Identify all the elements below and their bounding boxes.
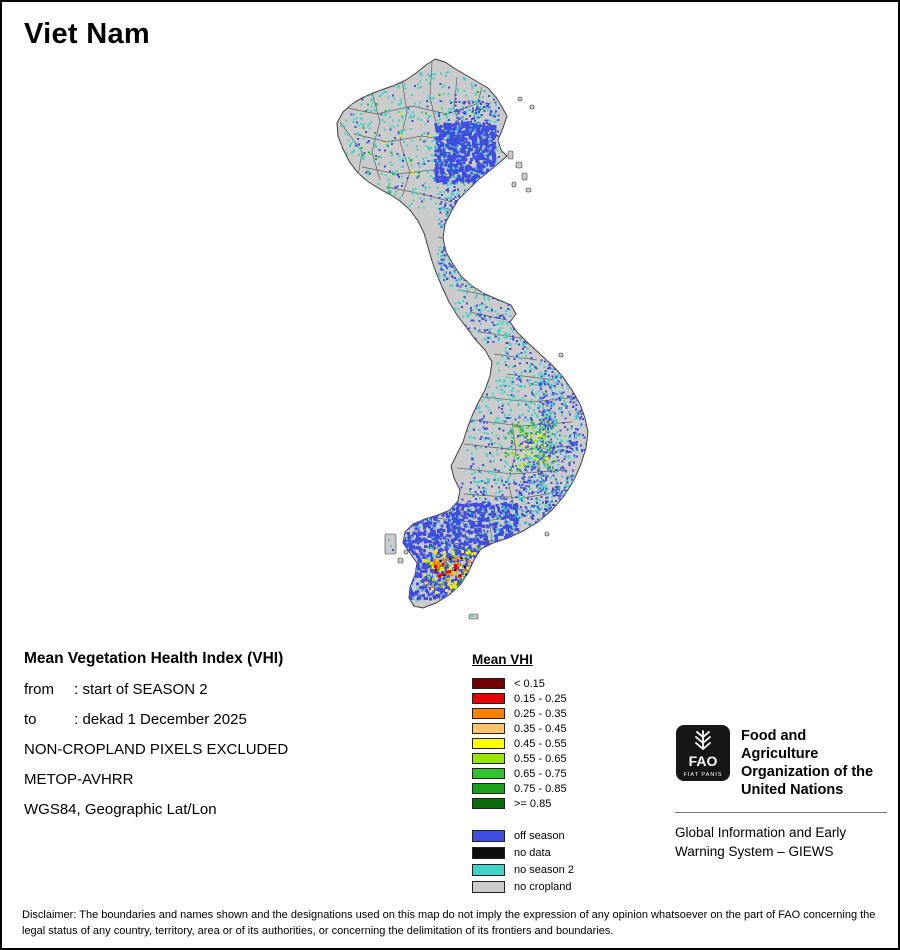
legend-label: no data <box>514 846 551 859</box>
legend-label: no season 2 <box>514 863 574 876</box>
legend-swatch <box>472 723 505 734</box>
legend-swatch <box>472 863 505 876</box>
legend-classes: < 0.15 0.15 - 0.25 0.25 - 0.35 0.35 - 0.45 0… <box>472 676 574 811</box>
fao-logo-motto: FIAT PANIS <box>683 772 722 778</box>
fao-org-line: United Nations <box>741 782 844 798</box>
map-info-heading: Mean Vegetation Health Index (VHI) <box>24 650 284 667</box>
legend-row-class-8: >= 0.85 <box>472 796 574 811</box>
fao-org-name: Food and Agriculture Organization of the U… <box>741 724 887 799</box>
legend-label: 0.65 - 0.75 <box>514 767 567 780</box>
info-from-label: from <box>24 681 54 698</box>
legend-label: < 0.15 <box>514 677 545 690</box>
legend-row-category-3: no cropland <box>472 878 574 895</box>
fao-org-line: Food and Agriculture <box>741 728 819 762</box>
legend-label: off season <box>514 829 565 842</box>
legend-row-class-5: 0.55 - 0.65 <box>472 751 574 766</box>
legend-label: 0.15 - 0.25 <box>514 692 567 705</box>
legend-label: 0.35 - 0.45 <box>514 722 567 735</box>
fao-org-line: Organization of the <box>741 764 874 780</box>
fao-block: FAO FIAT PANIS Food and Agriculture Organ… <box>675 724 887 861</box>
legend-row-category-0: off season <box>472 827 574 844</box>
giews-name: Global Information and Early Warning Syst… <box>675 823 887 861</box>
page-title: Viet Nam <box>24 18 150 50</box>
legend-row-class-6: 0.65 - 0.75 <box>472 766 574 781</box>
fao-divider <box>675 812 887 813</box>
legend-row-class-2: 0.25 - 0.35 <box>472 706 574 721</box>
legend-label: 0.45 - 0.55 <box>514 737 567 750</box>
disclaimer: Disclaimer: The boundaries and names sho… <box>22 909 876 937</box>
legend-swatch <box>472 753 505 764</box>
legend-row-class-1: 0.15 - 0.25 <box>472 691 574 706</box>
legend-label: >= 0.85 <box>514 797 552 810</box>
giews-line: Global Information and Early <box>675 825 847 840</box>
info-row-from: from : start of SEASON 2 <box>24 681 288 699</box>
legend-row-category-2: no season 2 <box>472 861 574 878</box>
legend-label: 0.25 - 0.35 <box>514 707 567 720</box>
legend-row-category-1: no data <box>472 844 574 861</box>
legend-row-class-7: 0.75 - 0.85 <box>472 781 574 796</box>
giews-line: Warning System – GIEWS <box>675 844 834 859</box>
legend-swatch <box>472 880 505 893</box>
legend-label: 0.55 - 0.65 <box>514 752 567 765</box>
legend-swatch <box>472 829 505 842</box>
info-to-value: : dekad 1 December 2025 <box>74 711 247 728</box>
fao-logo-icon: FAO FIAT PANIS <box>675 724 731 782</box>
fao-header: FAO FIAT PANIS Food and Agriculture Organ… <box>675 724 887 799</box>
legend-swatch <box>472 678 505 689</box>
legend-row-class-3: 0.35 - 0.45 <box>472 721 574 736</box>
legend-swatch <box>472 768 505 779</box>
legend-swatch <box>472 798 505 809</box>
map-info-block: Mean Vegetation Health Index (VHI) from … <box>24 650 288 831</box>
legend-label: no cropland <box>514 880 572 893</box>
fao-logo-text: FAO <box>689 753 718 769</box>
info-to-label: to <box>24 711 37 728</box>
legend-swatch <box>472 693 505 704</box>
legend-row-class-4: 0.45 - 0.55 <box>472 736 574 751</box>
info-from-value: : start of SEASON 2 <box>74 681 208 698</box>
info-projection: WGS84, Geographic Lat/Lon <box>24 801 217 818</box>
info-row-to: to : dekad 1 December 2025 <box>24 711 288 729</box>
legend-label: 0.75 - 0.85 <box>514 782 567 795</box>
legend-swatch <box>472 783 505 794</box>
legend-row-class-0: < 0.15 <box>472 676 574 691</box>
legend-swatch <box>472 738 505 749</box>
info-sensor: METOP-AVHRR <box>24 771 134 788</box>
legend: Mean VHI < 0.15 0.15 - 0.25 0.25 - 0.35 0.3… <box>472 652 574 895</box>
legend-categories: off season no data no season 2 no cropland <box>472 827 574 895</box>
legend-swatch <box>472 708 505 719</box>
legend-swatch <box>472 846 505 859</box>
info-noncropland-note: NON-CROPLAND PIXELS EXCLUDED <box>24 741 289 758</box>
legend-title: Mean VHI <box>472 652 533 667</box>
